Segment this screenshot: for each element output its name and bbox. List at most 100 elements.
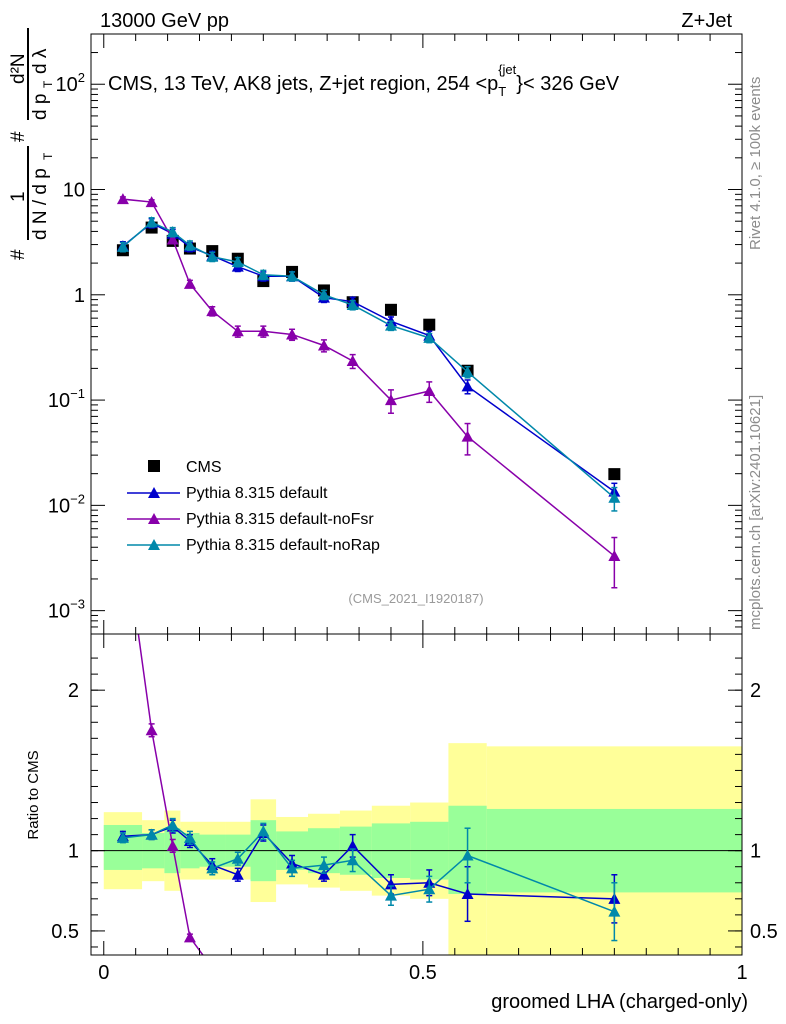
data-point-pythia-8-315-default (461, 380, 474, 392)
ratio-point-pythia-8-315-default-norap (384, 889, 397, 901)
ratio-point-pythia-8-315-default-nofsr (206, 962, 218, 973)
ratio-y-tick-label-right: 0.5 (750, 921, 778, 943)
data-point-pythia-8-315-default-nofsr (608, 550, 621, 562)
ylabel-one: 1 (8, 191, 29, 202)
data-point-pythia-8-315-default-norap (461, 365, 474, 377)
data-point-pythia-8-315-default-nofsr (116, 193, 129, 205)
series-line-pythia-8-315-default-nofsr (122, 198, 615, 557)
ratio-y-tick-label-right: 1 (750, 841, 761, 863)
legend-label-norap: Pythia 8.315 default-noRap (186, 537, 380, 554)
ylabel-hash1: # (8, 249, 29, 260)
y-tick-label: 10−2 (48, 491, 85, 517)
ratio-point-pythia-8-315-default-nofsr (117, 516, 129, 527)
data-point-cms (384, 303, 397, 316)
series-line-pythia-8-315-default (122, 222, 615, 493)
ratio-point-pythia-8-315-default (317, 868, 330, 880)
ratio-line-pythia-8-315-default-nofsr (137, 634, 204, 955)
ratio-panel: 0.5 0.51 12 20 0.5 1 (51, 516, 778, 984)
data-point-pythia-8-315-default-nofsr (286, 328, 299, 340)
y-tick-label: 1 (74, 285, 85, 307)
y-tick-label: 102 (56, 70, 85, 96)
x-tick-label: 1 (736, 962, 747, 984)
ylabel-sub2: T (41, 80, 55, 88)
ratio-point-pythia-8-315-default-norap (145, 828, 158, 840)
data-point-pythia-8-315-default-nofsr (166, 233, 179, 245)
data-point-pythia-8-315-default-nofsr (317, 339, 330, 351)
data-point-pythia-8-315-default-norap (231, 255, 244, 267)
ratio-point-pythia-8-315-default-norap (166, 818, 179, 830)
mcplots-label: mcplots.cern.ch [arXiv:2401.10621] (747, 395, 764, 630)
data-point-pythia-8-315-default-nofsr (183, 277, 196, 289)
y-tick-label: 10 (63, 180, 85, 202)
data-point-pythia-8-315-default-norap (116, 240, 129, 252)
analysis-watermark: (CMS_2021_I1920187) (348, 591, 483, 606)
main-panel: 10−3 10−2 10−1 1 10 102 (48, 33, 743, 635)
ratio-y-tick-label-left: 0.5 (51, 921, 79, 943)
ratio-point-pythia-8-315-default-norap (461, 849, 474, 861)
legend-label-default: Pythia 8.315 default (186, 485, 328, 502)
ratio-point-pythia-8-315-default-nofsr (166, 839, 179, 851)
data-point-pythia-8-315-default-nofsr (423, 384, 436, 396)
ratio-point-pythia-8-315-default-norap (317, 859, 330, 871)
data-point-pythia-8-315-default-norap (423, 331, 436, 343)
x-axis-label: groomed LHA (charged-only) (491, 991, 748, 1013)
ylabel-dp: d p (30, 94, 51, 120)
data-point-cms (608, 468, 621, 481)
main-ylabel: # 1 d N / d p T # d²N d p T d λ (8, 28, 55, 260)
legend-marker-nofsr (148, 513, 160, 524)
header-right: Z+Jet (681, 10, 732, 32)
data-point-pythia-8-315-default-norap (166, 225, 179, 237)
ratio-point-pythia-8-315-default-norap (257, 825, 270, 837)
ratio-point-pythia-8-315-default-norap (423, 883, 436, 895)
data-point-pythia-8-315-default-nofsr (384, 394, 397, 406)
ylabel-dN: d N / d p (30, 168, 51, 240)
series-line-pythia-8-315-default-norap (122, 221, 615, 499)
ratio-point-pythia-8-315-default-norap (206, 862, 219, 874)
data-point-pythia-8-315-default-norap (346, 298, 359, 310)
x-tick-label: 0.5 (409, 962, 437, 984)
legend-marker-norap (148, 539, 160, 550)
main-title: CMS, 13 TeV, AK8 jets, Z+jet region, 254… (108, 62, 620, 99)
ratio-point-pythia-8-315-default (461, 888, 474, 900)
ratio-point-pythia-8-315-default-norap (183, 831, 196, 843)
data-point-pythia-8-315-default-norap (183, 239, 196, 251)
legend: CMS Pythia 8.315 default Pythia 8.315 de… (127, 459, 380, 554)
data-point-pythia-8-315-default-nofsr (231, 325, 244, 337)
ratio-point-pythia-8-315-default (346, 839, 359, 851)
legend-marker-cms (148, 460, 160, 472)
data-point-pythia-8-315-default-nofsr (346, 355, 359, 367)
data-point-pythia-8-315-default-norap (608, 491, 621, 503)
header-left: 13000 GeV pp (100, 10, 229, 32)
legend-label-cms: CMS (186, 459, 222, 476)
data-point-pythia-8-315-default-norap (317, 288, 330, 300)
data-point-pythia-8-315-default-norap (286, 270, 299, 282)
data-point-pythia-8-315-default-norap (384, 319, 397, 331)
data-point-pythia-8-315-default-nofsr (461, 430, 474, 442)
ratio-point-pythia-8-315-default (231, 868, 244, 880)
ratio-point-pythia-8-315-default-norap (231, 852, 244, 864)
ratio-ylabel: Ratio to CMS (25, 750, 42, 839)
ratio-point-pythia-8-315-default-norap (346, 854, 359, 866)
data-point-pythia-8-315-default-nofsr (206, 305, 219, 317)
ratio-point-pythia-8-315-default-norap (116, 831, 129, 843)
ratio-y-tick-label-right: 2 (750, 680, 761, 702)
rivet-label: Rivet 4.1.0, ≥ 100k events (747, 77, 764, 250)
legend-marker-default (148, 487, 160, 498)
ratio-point-pythia-8-315-default-nofsr (145, 724, 158, 736)
x-tick-label: 0 (98, 962, 109, 984)
ratio-y-tick-label-left: 2 (68, 680, 79, 702)
ylabel-dl: d λ (30, 48, 51, 74)
ratio-y-tick-label-left: 1 (68, 841, 79, 863)
ylabel-sub1: T (41, 152, 55, 160)
ratio-point-pythia-8-315-default-norap (286, 862, 299, 874)
y-tick-label: 10−1 (48, 386, 85, 412)
y-tick-label: 10−3 (48, 597, 85, 623)
data-point-pythia-8-315-default-norap (206, 250, 219, 262)
data-point-pythia-8-315-default-norap (145, 216, 158, 228)
data-point-pythia-8-315-default-norap (257, 268, 270, 280)
ratio-frame (90, 633, 743, 956)
ylabel-d2N: d²N (8, 53, 29, 84)
legend-label-nofsr: Pythia 8.315 default-noFsr (186, 511, 374, 528)
ratio-point-pythia-8-315-default-norap (608, 905, 621, 917)
